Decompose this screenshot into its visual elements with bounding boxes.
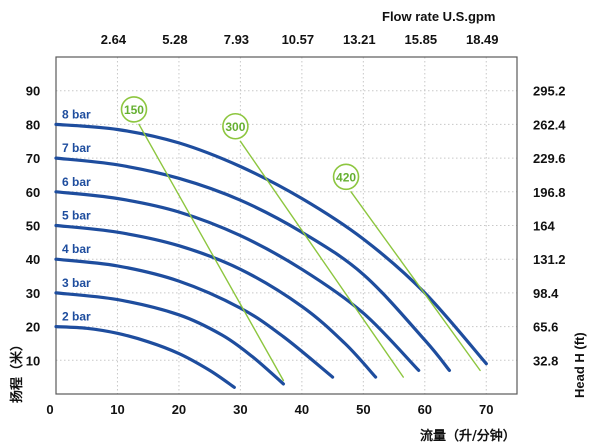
y-tick-label: 70 bbox=[26, 151, 40, 166]
right-tick-label: 262.4 bbox=[533, 117, 566, 132]
air-300-marker bbox=[222, 112, 249, 140]
right-tick-label: 131.2 bbox=[533, 252, 566, 267]
right-tick-label: 65.6 bbox=[533, 320, 558, 335]
top-tick-label: 13.21 bbox=[343, 32, 376, 47]
pressure-4-bar-line bbox=[54, 257, 335, 379]
right-tick-label: 196.8 bbox=[533, 185, 566, 200]
pressure-5-bar-line bbox=[54, 223, 378, 379]
air-150-line bbox=[138, 123, 285, 382]
top-axis-title: Flow rate U.S.gpm bbox=[382, 9, 495, 24]
air-420-marker bbox=[332, 163, 360, 191]
x-tick-label: 20 bbox=[172, 402, 186, 417]
air-150-marker bbox=[120, 96, 148, 123]
air-420-line bbox=[350, 191, 481, 372]
air-150-label: 150 bbox=[124, 103, 144, 117]
pressure-8-bar-label: 8 bar bbox=[62, 107, 91, 121]
top-tick-label: 18.49 bbox=[466, 32, 499, 47]
pressure-3-bar-label: 3 bar bbox=[62, 276, 91, 290]
pressure-6-bar-line bbox=[54, 190, 421, 372]
y-axis-title: 扬程（米） bbox=[9, 338, 25, 403]
right-axis-title: Head H (ft) bbox=[572, 332, 587, 398]
x-tick-label: 10 bbox=[110, 402, 124, 417]
x-tick-label: 40 bbox=[295, 402, 309, 417]
pressure-6-bar-label: 6 bar bbox=[62, 175, 91, 189]
right-tick-label: 295.2 bbox=[533, 84, 566, 99]
x-axis-title: 流量（升/分钟） bbox=[420, 428, 516, 444]
pressure-5-bar-label: 5 bar bbox=[62, 209, 91, 223]
x-tick-label: 30 bbox=[233, 402, 247, 417]
right-tick-label: 164 bbox=[533, 219, 555, 234]
y-tick-label: 60 bbox=[26, 185, 40, 200]
y-tick-label: 20 bbox=[26, 320, 40, 335]
pressure-2-bar-label: 2 bar bbox=[62, 310, 91, 324]
pressure-4-bar-label: 4 bar bbox=[62, 242, 91, 256]
y-tick-label: 50 bbox=[26, 219, 40, 234]
right-tick-label: 32.8 bbox=[533, 353, 558, 368]
right-tick-label: 229.6 bbox=[533, 151, 566, 166]
y-tick-label: 80 bbox=[26, 117, 40, 132]
top-tick-label: 15.85 bbox=[405, 32, 438, 47]
pressure-7-bar-line bbox=[54, 156, 451, 372]
label-layer: 0 10 20 30 40 50 60 70 2.64 5.28 7.93 10.57 13.21 15.… bbox=[26, 32, 567, 417]
air-300-label: 300 bbox=[225, 120, 245, 134]
grid bbox=[56, 57, 517, 394]
series-layer bbox=[54, 122, 488, 389]
pressure-3-bar-line bbox=[54, 291, 285, 386]
air-420-label: 420 bbox=[336, 170, 356, 184]
right-tick-label: 98.4 bbox=[533, 286, 559, 301]
x-tick-label: 50 bbox=[356, 402, 370, 417]
y-tick-label: 30 bbox=[26, 286, 40, 301]
top-tick-label: 2.64 bbox=[101, 32, 127, 47]
top-tick-label: 7.93 bbox=[224, 32, 249, 47]
y-tick-label: 40 bbox=[26, 252, 40, 267]
pressure-2-bar-line bbox=[54, 325, 236, 389]
x-tick-label: 0 bbox=[46, 402, 53, 417]
air-300-line bbox=[239, 140, 404, 378]
x-tick-label: 70 bbox=[479, 402, 493, 417]
y-tick-label: 10 bbox=[26, 353, 40, 368]
pressure-7-bar-label: 7 bar bbox=[62, 141, 91, 155]
y-tick-label: 90 bbox=[26, 84, 40, 99]
x-tick-label: 60 bbox=[418, 402, 432, 417]
top-tick-label: 10.57 bbox=[282, 32, 315, 47]
top-tick-label: 5.28 bbox=[162, 32, 187, 47]
